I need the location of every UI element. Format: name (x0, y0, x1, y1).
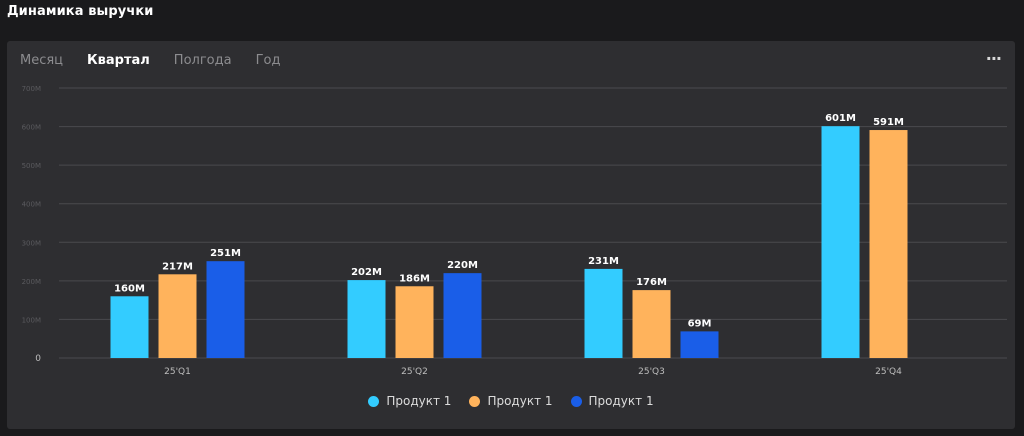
bar (632, 290, 671, 358)
bar (347, 280, 386, 358)
chart-card: Месяц Квартал Полгода Год ··· 0 100M 200M 3… (7, 41, 1015, 429)
bar (869, 130, 908, 358)
tab-month[interactable]: Месяц (20, 53, 64, 68)
y-tick-label: 700M (22, 85, 41, 93)
data-label: 231M (588, 256, 619, 267)
x-tick-label: 25'Q2 (401, 367, 428, 377)
legend-dot-series-1 (368, 395, 380, 407)
more-options-icon[interactable]: ··· (985, 49, 1002, 68)
legend-label-series-3: Продукт 1 (588, 394, 654, 408)
data-label: 601M (825, 113, 856, 124)
page-title: Динамика выручки (7, 4, 154, 19)
x-tick-label: 25'Q4 (875, 367, 902, 377)
bar (395, 286, 434, 358)
x-tick-label: 25'Q3 (638, 367, 665, 377)
chart-legend: Продукт 1 Продукт 1 Продукт 1 (7, 394, 1015, 408)
bar (584, 268, 623, 358)
legend-label-series-1: Продукт 1 (386, 394, 452, 408)
bar (821, 126, 860, 358)
data-label: 202M (351, 267, 382, 278)
legend-item-series-2[interactable]: Продукт 1 (469, 394, 553, 408)
x-tick-label: 25'Q1 (164, 367, 191, 377)
data-label: 69M (688, 318, 712, 329)
legend-item-series-1[interactable]: Продукт 1 (368, 394, 451, 408)
data-label: 160M (114, 283, 145, 294)
data-label: 217M (162, 261, 193, 272)
revenue-bar-chart: 0 100M 200M 300M 400M 500M 600M 700M 160M 217M 251… (22, 85, 1007, 377)
period-tabs: Месяц Квартал Полгода Год (20, 53, 280, 68)
data-label: 251M (210, 248, 241, 259)
bar (110, 296, 149, 358)
y-tick-label: 200M (22, 278, 41, 286)
data-label: 176M (636, 277, 667, 288)
y-tick-label: 500M (22, 162, 41, 170)
bar (206, 261, 245, 358)
y-tick-label: 100M (22, 316, 41, 324)
bar (443, 273, 482, 358)
legend-dot-series-2 (469, 395, 481, 407)
data-label: 591M (873, 117, 904, 128)
y-tick-label: 400M (22, 201, 41, 209)
data-label: 220M (447, 260, 478, 271)
tab-quarter[interactable]: Квартал (87, 53, 150, 68)
data-label: 186M (399, 273, 430, 284)
y-tick-label: 0 (35, 354, 41, 364)
y-tick-label: 600M (22, 124, 41, 132)
bar (158, 274, 197, 358)
tab-year[interactable]: Год (255, 53, 281, 68)
y-tick-label: 300M (22, 239, 41, 247)
bar (680, 331, 719, 358)
legend-label-series-2: Продукт 1 (487, 394, 553, 408)
legend-dot-series-3 (570, 395, 582, 407)
legend-item-series-3[interactable]: Продукт 1 (570, 394, 654, 408)
tab-half-year[interactable]: Полгода (173, 53, 232, 68)
